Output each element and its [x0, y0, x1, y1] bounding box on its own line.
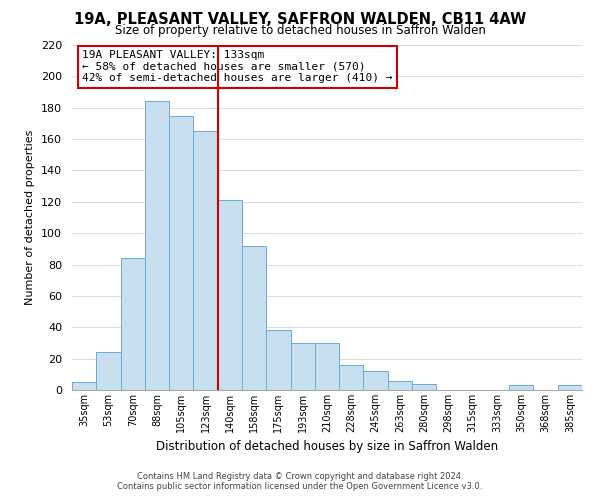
Bar — [412, 384, 436, 390]
Bar — [339, 365, 364, 390]
Bar — [145, 102, 169, 390]
Bar — [169, 116, 193, 390]
Bar — [193, 131, 218, 390]
Text: 19A, PLEASANT VALLEY, SAFFRON WALDEN, CB11 4AW: 19A, PLEASANT VALLEY, SAFFRON WALDEN, CB… — [74, 12, 526, 26]
Bar — [509, 386, 533, 390]
Text: Contains HM Land Registry data © Crown copyright and database right 2024.
Contai: Contains HM Land Registry data © Crown c… — [118, 472, 482, 491]
Bar — [388, 380, 412, 390]
Bar — [266, 330, 290, 390]
Bar — [290, 343, 315, 390]
Bar — [72, 382, 96, 390]
Y-axis label: Number of detached properties: Number of detached properties — [25, 130, 35, 305]
Bar — [558, 386, 582, 390]
Bar — [364, 371, 388, 390]
Text: 19A PLEASANT VALLEY: 133sqm
← 58% of detached houses are smaller (570)
42% of se: 19A PLEASANT VALLEY: 133sqm ← 58% of det… — [82, 50, 392, 84]
X-axis label: Distribution of detached houses by size in Saffron Walden: Distribution of detached houses by size … — [156, 440, 498, 454]
Text: Size of property relative to detached houses in Saffron Walden: Size of property relative to detached ho… — [115, 24, 485, 37]
Bar — [315, 343, 339, 390]
Bar — [96, 352, 121, 390]
Bar — [242, 246, 266, 390]
Bar — [121, 258, 145, 390]
Bar — [218, 200, 242, 390]
